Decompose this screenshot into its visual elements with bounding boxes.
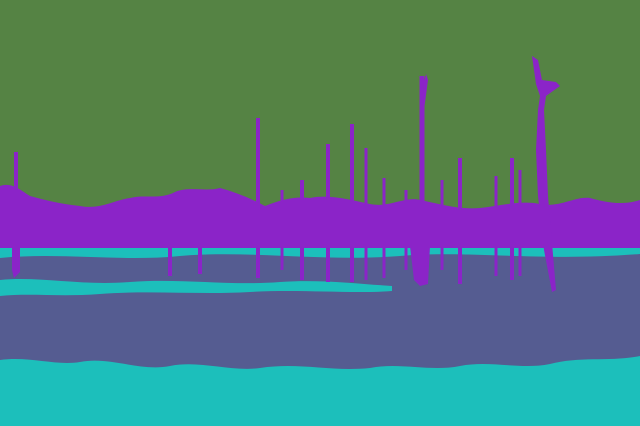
tree-trunk-5 — [280, 190, 284, 270]
ground-region — [0, 254, 640, 369]
tree-trunk-17 — [518, 170, 522, 276]
tree-trunk-10 — [382, 178, 386, 278]
tree-trunks-group — [14, 74, 522, 284]
tree-trunk-9 — [364, 148, 368, 280]
tree-trunk-8 — [350, 124, 354, 282]
tree-trunk-tip — [420, 74, 428, 110]
tree-trunk-14 — [458, 158, 462, 284]
tree-trunk-6 — [300, 180, 304, 280]
tree-trunk-1 — [14, 152, 18, 272]
vegetation-base-region — [0, 244, 640, 248]
tree-trunk-15 — [494, 176, 498, 276]
tree-trunk-2 — [168, 200, 172, 276]
twisted-tree-trunk — [532, 56, 560, 292]
tree-trunk-16 — [510, 158, 514, 280]
tree-trunk-7 — [326, 144, 330, 282]
tree-trunk-12 — [419, 76, 425, 284]
tree-trunk-4 — [256, 118, 260, 278]
tree-trunk-3 — [198, 210, 202, 274]
tree-trunk-11 — [404, 190, 408, 270]
tree-trunk-13 — [440, 180, 444, 270]
vegetation-band-region — [0, 184, 640, 248]
water-stripe-region — [0, 279, 392, 296]
